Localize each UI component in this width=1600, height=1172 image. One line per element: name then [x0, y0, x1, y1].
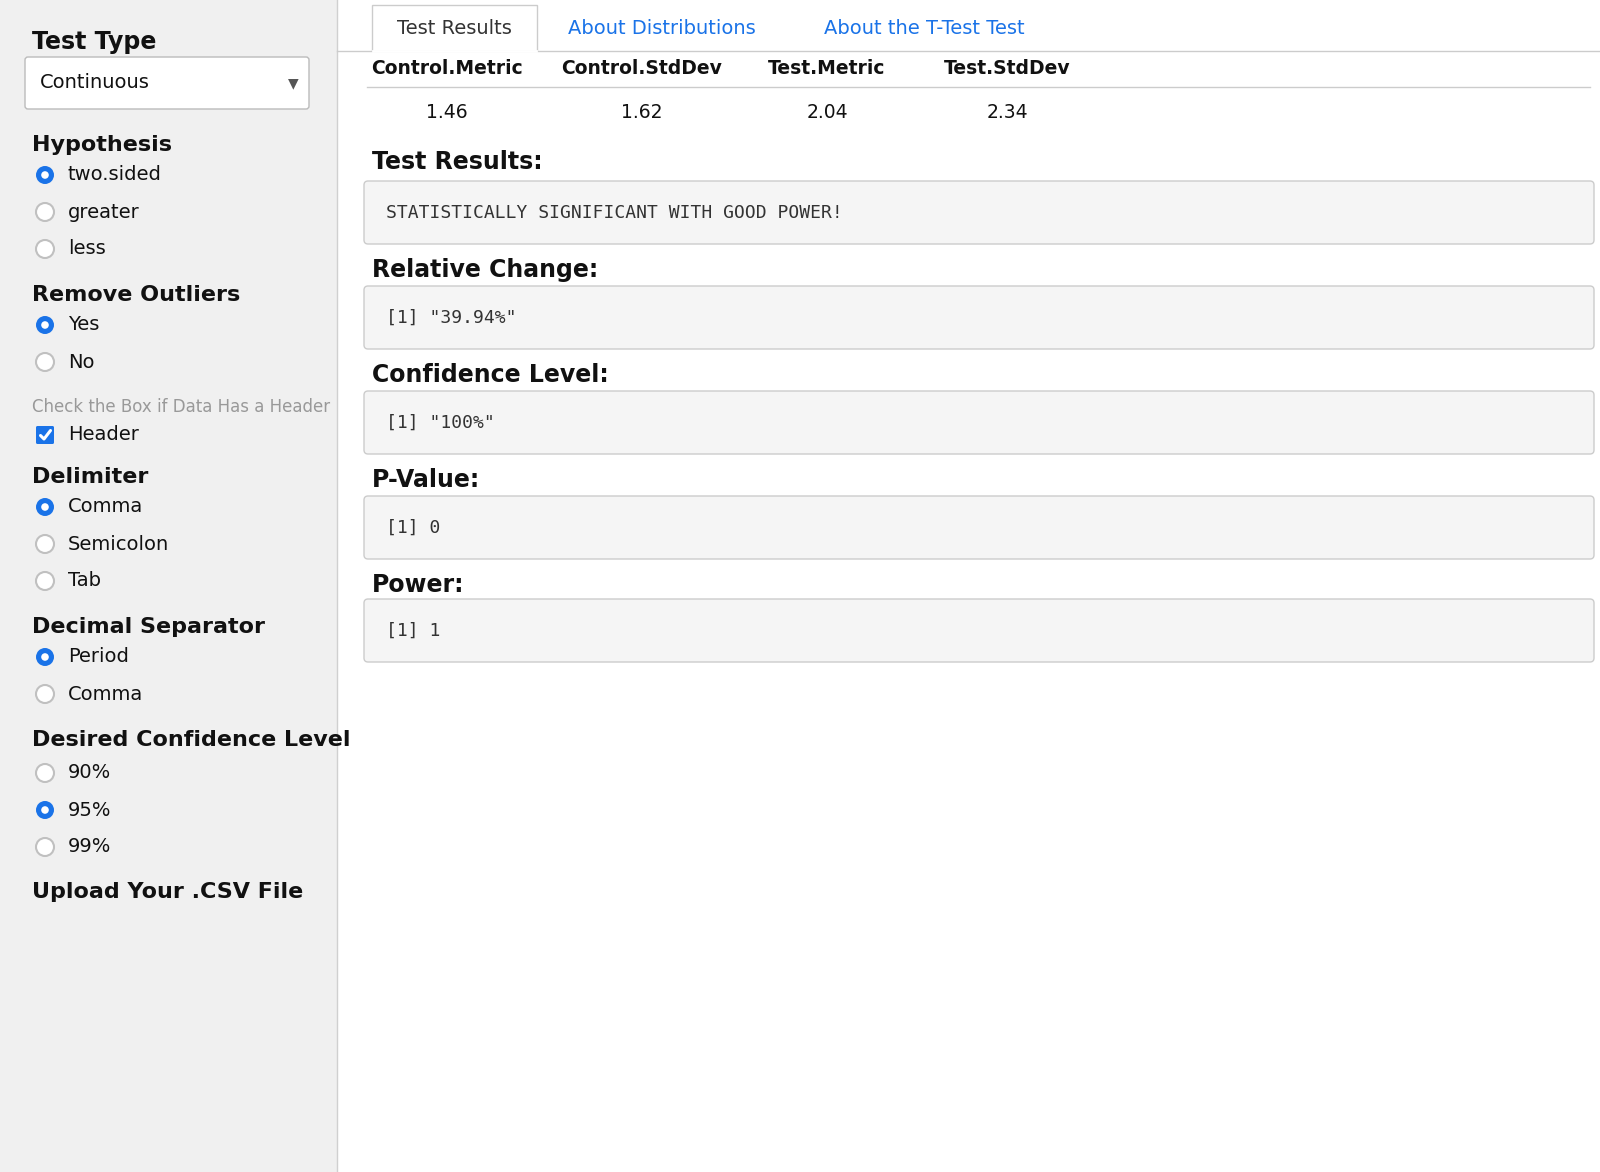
Text: 1.62: 1.62 [621, 102, 662, 122]
Circle shape [35, 572, 54, 590]
Text: Upload Your .CSV File: Upload Your .CSV File [32, 883, 304, 902]
Text: less: less [67, 239, 106, 259]
Circle shape [42, 653, 50, 661]
Text: Comma: Comma [67, 497, 144, 517]
Text: [1] 0: [1] 0 [386, 518, 440, 537]
Circle shape [35, 648, 54, 666]
Circle shape [35, 764, 54, 782]
Text: Confidence Level:: Confidence Level: [371, 363, 608, 387]
Circle shape [42, 806, 50, 813]
Text: Relative Change:: Relative Change: [371, 258, 598, 282]
Text: Comma: Comma [67, 684, 144, 703]
Text: About Distributions: About Distributions [568, 19, 755, 38]
Text: Semicolon: Semicolon [67, 534, 170, 553]
Text: Period: Period [67, 647, 130, 667]
Text: Check the Box if Data Has a Header: Check the Box if Data Has a Header [32, 398, 330, 416]
Text: Control.Metric: Control.Metric [371, 59, 523, 77]
Text: 1.46: 1.46 [426, 102, 467, 122]
Text: Continuous: Continuous [40, 74, 150, 93]
Text: [1] "39.94%": [1] "39.94%" [386, 308, 517, 327]
Text: Yes: Yes [67, 315, 99, 334]
Circle shape [42, 503, 50, 511]
Text: [1] 1: [1] 1 [386, 621, 440, 640]
FancyBboxPatch shape [338, 0, 1600, 1172]
Text: greater: greater [67, 203, 139, 222]
Text: No: No [67, 353, 94, 372]
FancyBboxPatch shape [35, 425, 54, 444]
FancyBboxPatch shape [0, 0, 338, 1172]
Text: Delimiter: Delimiter [32, 466, 149, 488]
Text: Test.Metric: Test.Metric [768, 59, 886, 77]
Circle shape [42, 321, 50, 329]
Circle shape [35, 800, 54, 819]
Text: About the T-Test Test: About the T-Test Test [824, 19, 1026, 38]
Text: Decimal Separator: Decimal Separator [32, 616, 266, 638]
Text: two.sided: two.sided [67, 165, 162, 184]
Text: ▼: ▼ [288, 76, 299, 90]
Text: Remove Outliers: Remove Outliers [32, 285, 240, 305]
Circle shape [35, 353, 54, 372]
FancyBboxPatch shape [371, 5, 538, 52]
Circle shape [35, 316, 54, 334]
Text: Test Results: Test Results [397, 19, 512, 38]
Text: Test Type: Test Type [32, 30, 157, 54]
Circle shape [35, 838, 54, 856]
Circle shape [35, 166, 54, 184]
Text: Control.StdDev: Control.StdDev [562, 59, 723, 77]
Circle shape [35, 534, 54, 553]
Text: 2.34: 2.34 [986, 102, 1027, 122]
Text: Hypothesis: Hypothesis [32, 135, 173, 155]
Text: 99%: 99% [67, 838, 112, 857]
Text: 90%: 90% [67, 763, 112, 783]
Text: Test.StdDev: Test.StdDev [944, 59, 1070, 77]
Text: [1] "100%": [1] "100%" [386, 414, 494, 431]
Text: 95%: 95% [67, 800, 112, 819]
Circle shape [35, 203, 54, 222]
Text: Power:: Power: [371, 573, 464, 597]
Circle shape [35, 684, 54, 703]
Text: Desired Confidence Level: Desired Confidence Level [32, 730, 350, 750]
Text: P-Value:: P-Value: [371, 468, 480, 492]
Text: STATISTICALLY SIGNIFICANT WITH GOOD POWER!: STATISTICALLY SIGNIFICANT WITH GOOD POWE… [386, 204, 843, 222]
Text: 2.04: 2.04 [806, 102, 848, 122]
FancyBboxPatch shape [365, 599, 1594, 662]
Text: Tab: Tab [67, 572, 101, 591]
FancyBboxPatch shape [26, 57, 309, 109]
FancyBboxPatch shape [365, 286, 1594, 349]
FancyBboxPatch shape [365, 180, 1594, 244]
FancyBboxPatch shape [365, 496, 1594, 559]
Text: Header: Header [67, 425, 139, 444]
Circle shape [35, 498, 54, 516]
Circle shape [42, 171, 50, 179]
Text: Test Results:: Test Results: [371, 150, 542, 173]
Circle shape [35, 240, 54, 258]
FancyBboxPatch shape [365, 391, 1594, 454]
